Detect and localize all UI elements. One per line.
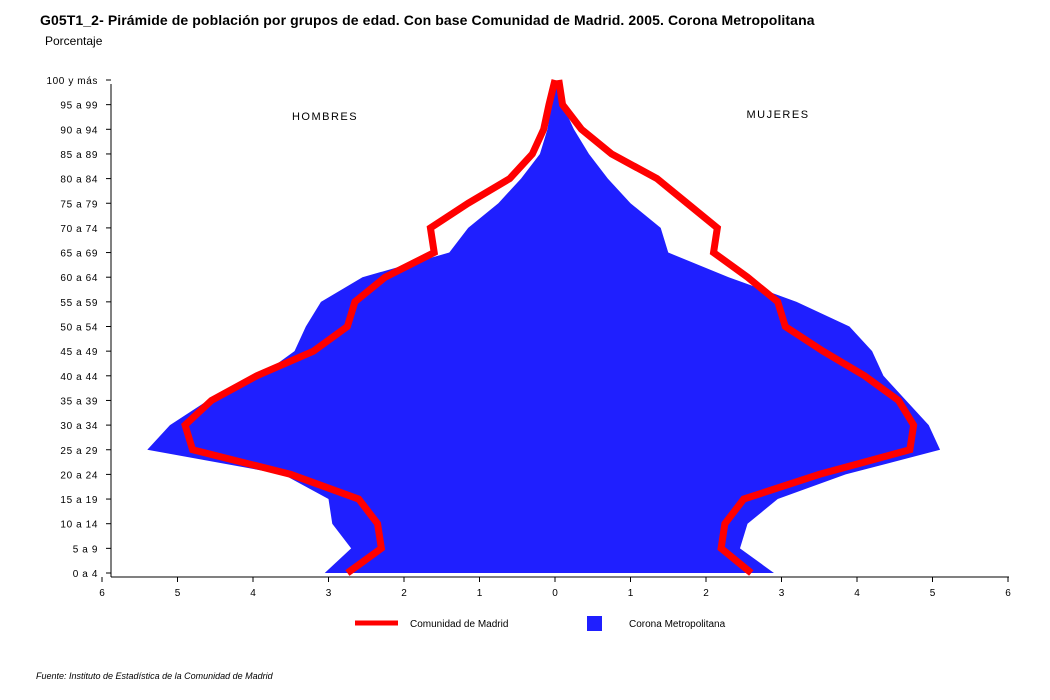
y-tick-label: 95 a 99 <box>60 101 98 112</box>
source-note: Fuente: Instituto de Estadística de la C… <box>36 671 273 681</box>
legend-label-corona: Corona Metropolitana <box>629 619 726 630</box>
x-tick-label: 4 <box>250 588 256 599</box>
y-tick-label: 20 a 24 <box>60 470 98 481</box>
y-tick-label: 30 a 34 <box>60 421 98 432</box>
x-tick-label: 6 <box>99 588 105 599</box>
x-tick-label: 3 <box>326 588 332 599</box>
hombres-label: HOMBRES <box>292 111 358 123</box>
y-tick-label: 85 a 89 <box>60 150 98 161</box>
x-tick-label: 2 <box>401 588 407 599</box>
corona-metropolitana-area <box>147 80 941 573</box>
y-tick-label: 60 a 64 <box>60 273 98 284</box>
x-tick-label: 3 <box>779 588 785 599</box>
y-tick-label: 10 a 14 <box>60 520 98 531</box>
y-tick-label: 75 a 79 <box>60 199 98 210</box>
plot-layer <box>147 79 941 576</box>
y-tick-label: 15 a 19 <box>60 495 98 506</box>
y-tick-label: 45 a 49 <box>60 347 98 358</box>
x-tick-label: 1 <box>628 588 634 599</box>
x-tick-label: 1 <box>477 588 483 599</box>
x-tick-label: 0 <box>552 588 558 599</box>
y-tick-label: 90 a 94 <box>60 125 98 136</box>
y-tick-label: 70 a 74 <box>60 224 98 235</box>
y-tick-label: 100 y más <box>46 76 98 87</box>
chart-title: G05T1_2- Pirámide de población por grupo… <box>40 12 815 28</box>
y-tick-label: 25 a 29 <box>60 446 98 457</box>
mujeres-label: MUJERES <box>746 109 809 121</box>
y-tick-label: 0 a 4 <box>73 569 98 580</box>
y-tick-label: 55 a 59 <box>60 298 98 309</box>
x-tick-label: 6 <box>1005 588 1011 599</box>
y-tick-label: 50 a 54 <box>60 323 98 334</box>
comunidad-madrid-line-mujeres <box>555 79 918 576</box>
chart-subtitle: Porcentaje <box>45 34 103 48</box>
y-tick-label: 35 a 39 <box>60 396 98 407</box>
x-tick-label: 4 <box>854 588 860 599</box>
legend-area-swatch <box>587 616 602 631</box>
y-tick-label: 40 a 44 <box>60 372 98 383</box>
x-tick-label: 2 <box>703 588 709 599</box>
y-tick-label: 5 a 9 <box>73 544 98 555</box>
x-tick-label: 5 <box>930 588 936 599</box>
y-tick-label: 80 a 84 <box>60 175 98 186</box>
legend: Comunidad de Madrid Corona Metropolitana <box>355 616 726 631</box>
comunidad-madrid-line-hombres <box>181 79 559 576</box>
y-tick-label: 65 a 69 <box>60 249 98 260</box>
legend-label-madrid: Comunidad de Madrid <box>410 619 508 630</box>
x-tick-label: 5 <box>175 588 181 599</box>
